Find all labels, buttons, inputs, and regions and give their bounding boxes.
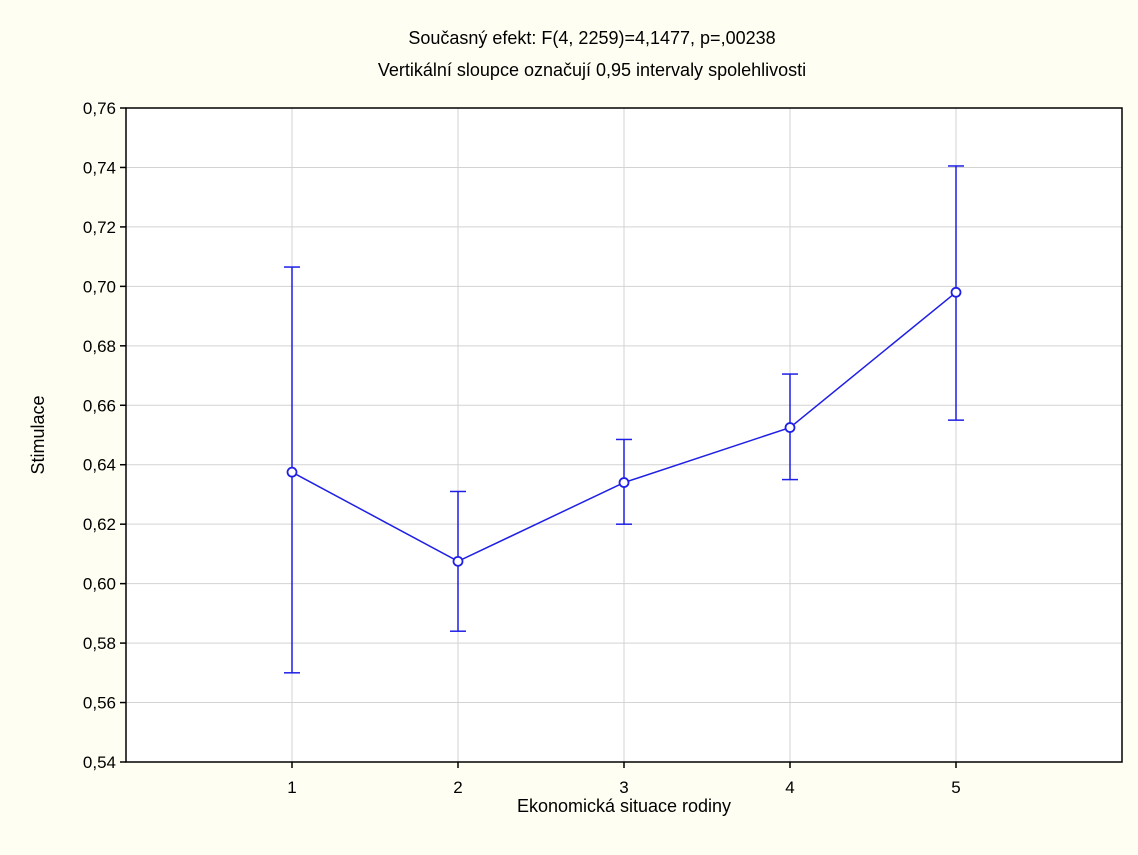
chart-subtitle: Vertikální sloupce označují 0,95 interva…	[378, 60, 806, 80]
data-points	[286, 286, 962, 567]
y-tick-label: 0,68	[83, 337, 116, 356]
x-tick-label: 1	[287, 778, 296, 797]
y-tick-label: 0,76	[83, 99, 116, 118]
chart-title: Současný efekt: F(4, 2259)=4,1477, p=,00…	[408, 28, 775, 48]
y-tick-label: 0,60	[83, 575, 116, 594]
data-point	[286, 466, 298, 478]
y-axis-ticks: 0,54 0,56 0,58 0,60 0,62 0,64 0,66 0,68 0,70 0,72…	[83, 99, 126, 772]
y-axis-label: Stimulace	[28, 395, 48, 474]
y-tick-label: 0,66	[83, 396, 116, 415]
y-tick-label: 0,70	[83, 277, 116, 296]
y-tick-label: 0,72	[83, 218, 116, 237]
x-axis-label: Ekonomická situace rodiny	[517, 796, 731, 816]
y-tick-label: 0,56	[83, 694, 116, 713]
y-tick-label: 0,54	[83, 753, 116, 772]
data-point	[618, 477, 630, 488]
y-tick-label: 0,62	[83, 515, 116, 534]
x-tick-label: 3	[619, 778, 628, 797]
x-tick-label: 5	[951, 778, 960, 797]
y-tick-label: 0,64	[83, 456, 116, 475]
x-axis-ticks: 1 2 3 4 5	[287, 762, 961, 797]
x-tick-label: 4	[785, 778, 794, 797]
x-tick-label: 2	[453, 778, 462, 797]
plot-frame	[125, 107, 1123, 763]
y-tick-label: 0,74	[83, 158, 116, 177]
data-point	[784, 422, 796, 433]
data-point	[950, 286, 962, 298]
data-point	[452, 555, 464, 567]
y-tick-label: 0,58	[83, 634, 116, 653]
